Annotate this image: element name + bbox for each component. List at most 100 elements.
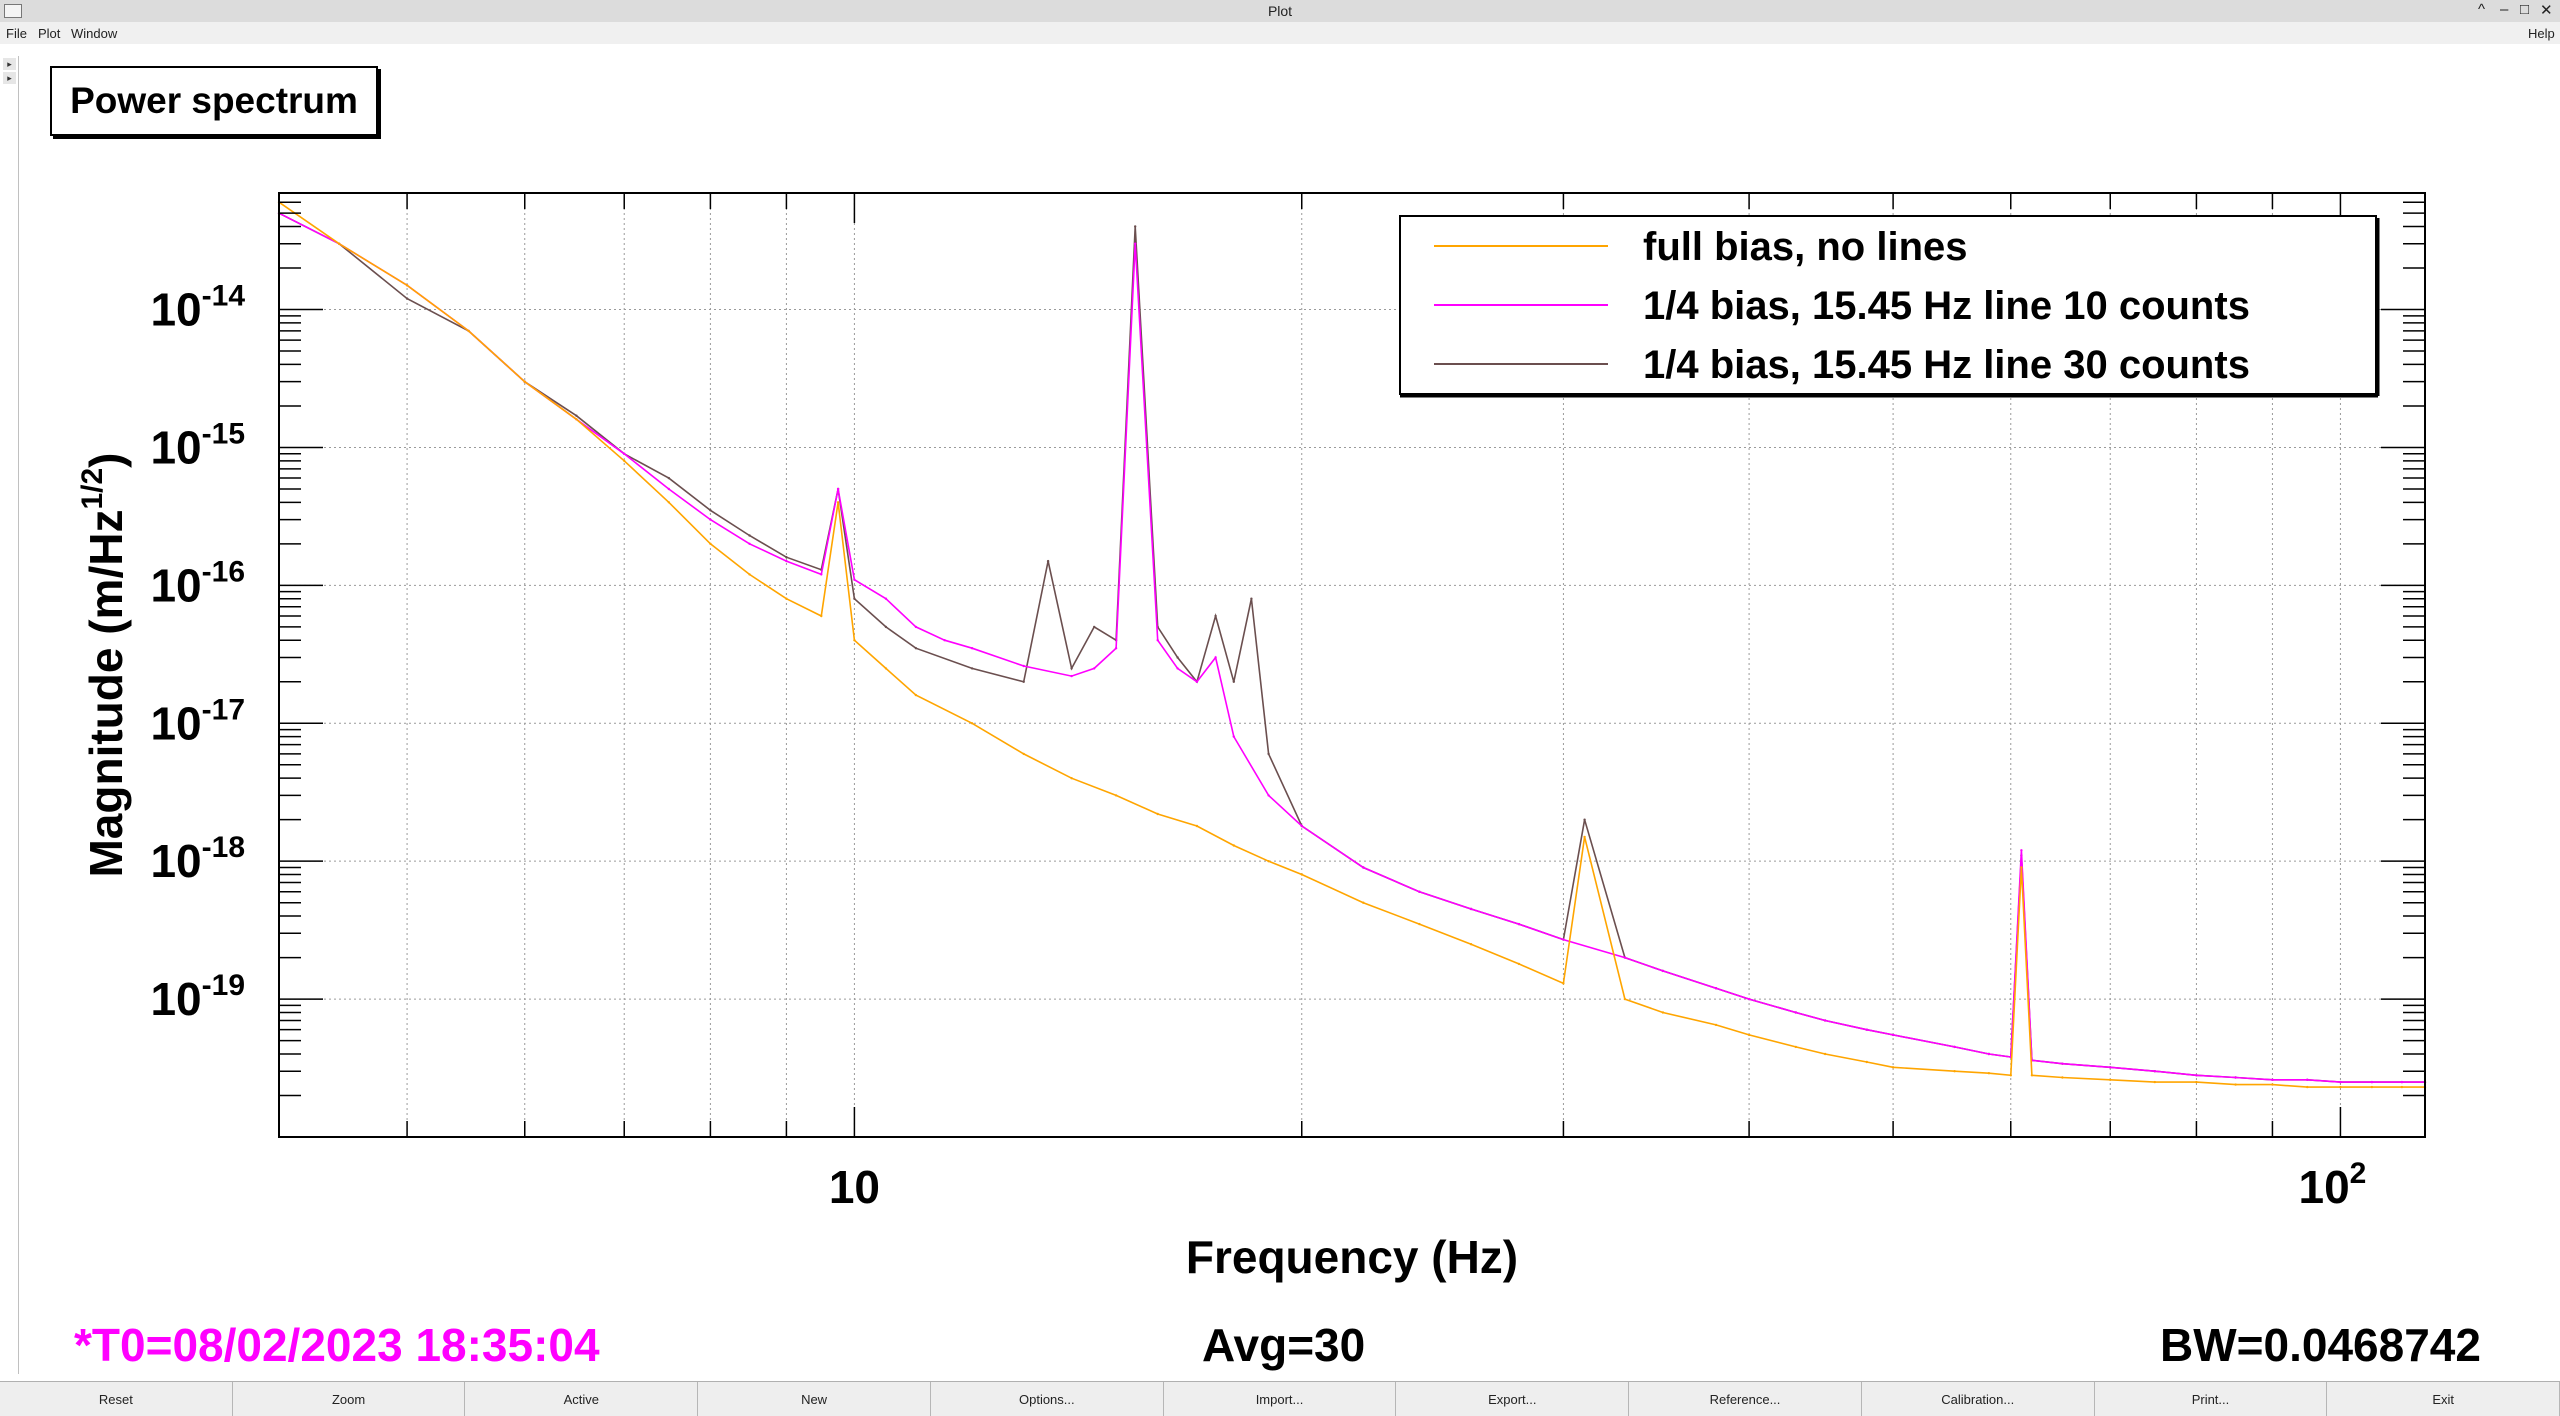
series-2-point	[1891, 1033, 1895, 1037]
grid-lines	[279, 193, 2425, 1137]
collapse-arrow-icon[interactable]: ▸	[3, 58, 16, 70]
t0-timestamp: *T0=08/02/2023 18:35:04	[74, 1319, 600, 1371]
series-2-point	[709, 518, 712, 521]
series-1-point	[2234, 1083, 2237, 1086]
series-2-point	[2400, 1080, 2404, 1084]
legend-label-series-2: 1/4 bias, 15.45 Hz line 10 counts	[1643, 284, 2250, 328]
series-2-point	[667, 487, 670, 491]
series-1-point	[914, 693, 918, 697]
series-2-point	[970, 647, 974, 650]
series-3-point	[1022, 680, 1025, 683]
active-button[interactable]: Active	[465, 1382, 699, 1416]
series-2-point	[1661, 969, 1665, 973]
series-1-point	[2061, 1076, 2064, 1079]
menu-help[interactable]: Help	[2528, 26, 2555, 41]
series-1-point	[575, 418, 578, 421]
power-spectrum-chart[interactable]: 10-19 10-18 10-17 10-16 10-15 10-14 10 102 Fre…	[0, 0, 2560, 1380]
series-2-point	[884, 597, 888, 600]
zoom-button[interactable]: Zoom	[232, 1382, 466, 1416]
series-2-point	[2370, 1080, 2374, 1084]
series-2-point	[2020, 849, 2023, 852]
series-2-point	[1214, 656, 1217, 659]
window-title: Plot	[1267, 3, 1293, 19]
series-3-point	[1214, 614, 1217, 618]
series-2-point	[2061, 1062, 2064, 1065]
reset-button[interactable]: Reset	[0, 1382, 233, 1416]
series-3-point	[667, 476, 670, 480]
series-1-point	[1156, 812, 1159, 816]
y-tick-label: 10-16	[150, 555, 245, 611]
new-button[interactable]: New	[698, 1382, 931, 1416]
series-3-point	[1232, 680, 1236, 683]
series-2-point	[1823, 1019, 1827, 1022]
series-2-point	[1232, 735, 1236, 738]
series-2-point	[2306, 1078, 2309, 1082]
series-3-point	[1046, 559, 1050, 563]
window-close-button[interactable]: ✕	[2540, 2, 2553, 19]
exit-button[interactable]: Exit	[2327, 1382, 2560, 1416]
series-1-point	[884, 667, 888, 670]
menu-plot[interactable]: Plot	[38, 26, 61, 41]
series-2-point	[836, 487, 840, 491]
import-button[interactable]: Import...	[1163, 1382, 1397, 1416]
legend: full bias, no lines 1/4 bias, 15.45 Hz l…	[1399, 215, 2380, 398]
series-3-point	[748, 534, 751, 537]
y-tick-label: 10-17	[150, 693, 245, 749]
export-button[interactable]: Export...	[1396, 1382, 1630, 1416]
series-1-point	[337, 242, 341, 245]
series-1-point	[970, 722, 974, 725]
window-minimize-button[interactable]: –	[2500, 1, 2509, 18]
series-3-point	[1583, 818, 1586, 821]
series-2-point	[1300, 824, 1304, 828]
reference-button[interactable]: Reference...	[1629, 1382, 1862, 1416]
series-2-point	[785, 559, 788, 563]
expand-arrow-icon[interactable]: ▸	[3, 72, 16, 84]
legend-label-series-3: 1/4 bias, 15.45 Hz line 30 counts	[1643, 343, 2250, 387]
series-2-point	[1134, 242, 1137, 245]
app-icon	[4, 4, 22, 18]
series-2-point	[1865, 1028, 1869, 1031]
series-2-point	[2234, 1076, 2237, 1079]
series-1-point	[1987, 1072, 1991, 1075]
series-2-point	[1469, 907, 1473, 911]
series-1-point	[748, 573, 751, 576]
series-1-point	[1195, 824, 1199, 828]
y-tick-label: 10-15	[150, 417, 245, 473]
y-tick-label: 10-14	[150, 280, 245, 336]
series-2-point	[1093, 667, 1096, 670]
series-2-point	[1176, 667, 1179, 670]
series-3-point	[709, 509, 712, 512]
series-2-point	[1156, 639, 1159, 642]
bandwidth-value: BW=0.0468742	[2160, 1319, 2481, 1371]
series-2-point	[853, 578, 856, 581]
series-1-point	[2009, 1074, 2013, 1077]
series-group	[277, 201, 2427, 1089]
series-3-point	[970, 667, 974, 670]
series-1-point	[1070, 777, 1073, 780]
series-2-point	[820, 573, 823, 576]
series-1-point	[1362, 901, 1365, 904]
series-1-point	[2306, 1085, 2309, 1089]
series-1-point	[2400, 1085, 2404, 1089]
series-1-point	[1232, 844, 1236, 847]
series-1-point	[1469, 943, 1473, 946]
menu-file[interactable]: File	[6, 26, 27, 41]
axis-ticks	[279, 193, 2425, 1137]
series-1-point	[1418, 922, 1421, 926]
print-button[interactable]: Print...	[2094, 1382, 2328, 1416]
series-3-point	[1267, 752, 1270, 756]
window-maximize-button[interactable]: □	[2520, 1, 2530, 18]
y-tick-labels: 10-19 10-18 10-17 10-16 10-15 10-14	[150, 280, 245, 1026]
window-shade-button[interactable]: ^	[2478, 1, 2486, 18]
series-2-point	[1418, 890, 1421, 893]
series-1-point	[853, 639, 856, 642]
x-tick-labels: 10 102	[829, 1157, 2367, 1213]
menu-window[interactable]: Window	[71, 26, 118, 41]
series-2-point	[914, 625, 918, 629]
series-1-point	[2030, 1074, 2034, 1077]
options-button[interactable]: Options...	[930, 1382, 1164, 1416]
calibration-button[interactable]: Calibration...	[1861, 1382, 2095, 1416]
series-3-point	[1093, 625, 1096, 629]
series-3-point	[1070, 667, 1073, 670]
x-axis-label: Frequency (Hz)	[1186, 1231, 1518, 1283]
